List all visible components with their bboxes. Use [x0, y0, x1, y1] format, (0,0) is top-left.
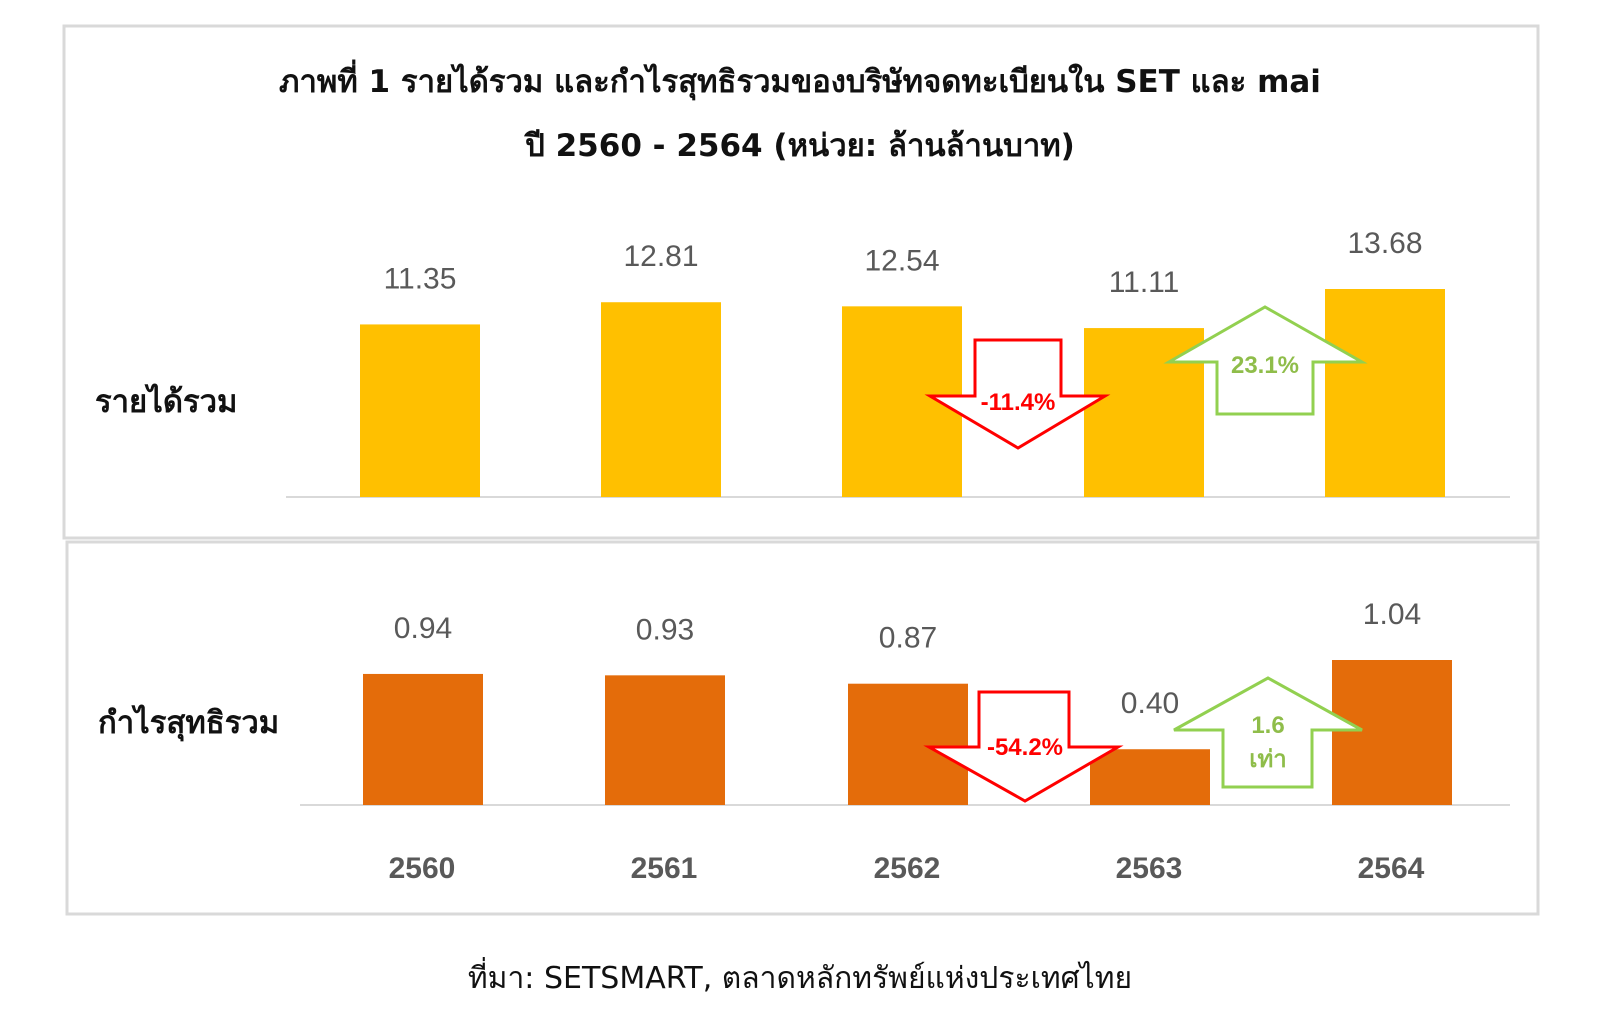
category-label-2563: 2563 — [1116, 852, 1183, 885]
revenue-increase-arrow — [1163, 305, 1368, 416]
category-label-2562: 2562 — [874, 852, 941, 885]
profit-value-label-2563: 0.40 — [1121, 687, 1179, 720]
chart-title: ภาพที่ 1 รายได้รวม และกำไรสุทธิรวมของบริ… — [279, 59, 1321, 101]
profit-increase-arrow — [1173, 676, 1363, 789]
revenue-row-label: รายได้รวม — [95, 383, 237, 420]
profit-bar-2560 — [363, 673, 483, 805]
profit-increase-label-unit: เท่า — [1249, 746, 1287, 773]
category-labels: 2560 2561 2562 2563 2564 — [389, 852, 1425, 885]
source-note: ที่มา: SETSMART, ตลาดหลักทรัพย์แห่งประเท… — [468, 957, 1132, 996]
profit-bar-2563 — [1090, 749, 1210, 805]
profit-increase-label-value: 1.6 — [1251, 712, 1284, 739]
profit-decrease-arrow — [923, 690, 1124, 803]
profit-value-label-2562: 0.87 — [879, 622, 937, 655]
profit-bars — [363, 660, 1452, 805]
revenue-value-label-2560: 11.35 — [384, 262, 457, 295]
profit-bar-2562 — [848, 683, 968, 805]
revenue-panel — [62, 24, 1540, 540]
category-label-2560: 2560 — [389, 852, 456, 885]
revenue-increase-label: 23.1% — [1231, 352, 1299, 379]
revenue-bar-2564 — [1325, 289, 1445, 497]
revenue-value-label-2564: 13.68 — [1347, 227, 1422, 260]
category-label-2561: 2561 — [631, 852, 698, 885]
profit-value-labels: 0.94 0.93 0.87 0.40 1.04 — [394, 598, 1421, 720]
revenue-value-labels: 11.35 12.81 12.54 11.11 13.68 — [384, 227, 1423, 299]
profit-decrease-label: -54.2% — [987, 734, 1063, 761]
profit-value-label-2560: 0.94 — [394, 612, 452, 645]
profit-value-label-2561: 0.93 — [636, 613, 694, 646]
revenue-bar-2560 — [360, 324, 480, 497]
revenue-value-label-2561: 12.81 — [623, 240, 698, 273]
revenue-value-label-2562: 12.54 — [864, 244, 939, 277]
revenue-bar-2561 — [601, 302, 721, 497]
profit-row-label: กำไรสุทธิรวม — [98, 704, 279, 742]
category-label-2564: 2564 — [1358, 852, 1425, 885]
revenue-decrease-arrow — [924, 338, 1111, 450]
profit-bar-2561 — [605, 675, 725, 805]
chart-subtitle: ปี 2560 - 2564 (หน่วย: ล้านล้านบาท) — [524, 128, 1075, 164]
revenue-value-label-2563: 11.11 — [1109, 266, 1180, 299]
profit-bar-2564 — [1332, 660, 1452, 805]
revenue-decrease-label: -11.4% — [981, 389, 1056, 416]
profit-value-label-2564: 1.04 — [1363, 598, 1421, 631]
